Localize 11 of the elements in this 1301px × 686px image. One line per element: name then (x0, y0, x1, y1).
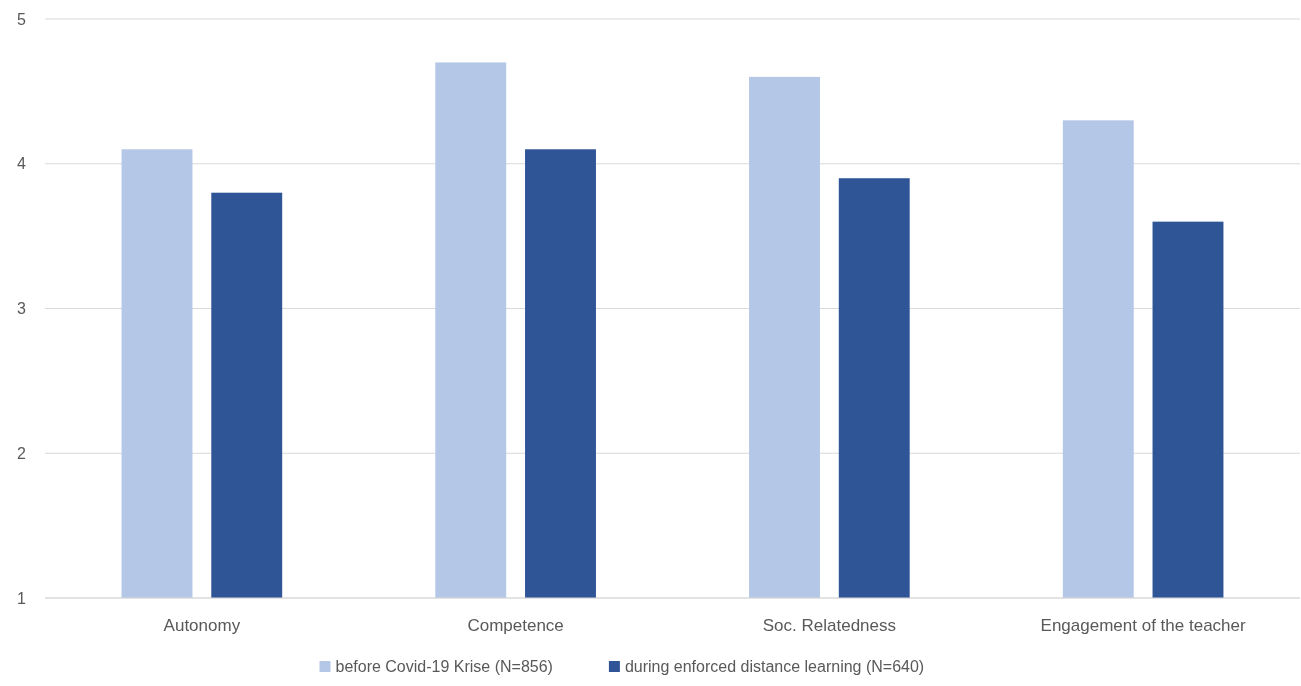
legend-label: during enforced distance learning (N=640) (624, 658, 925, 675)
x-tick-label: Soc. Relatedness (762, 616, 896, 635)
y-tick-label: 5 (17, 10, 27, 28)
x-tick-label: Competence (467, 616, 564, 635)
y-tick-label: 2 (17, 444, 27, 462)
y-tick-label: 3 (17, 300, 27, 318)
y-tick-label: 1 (17, 589, 27, 607)
y-tick-label: 4 (17, 155, 27, 173)
legend-label: before Covid-19 Krise (N=856) (335, 658, 553, 675)
x-tick-label: Engagement of the teacher (1040, 616, 1246, 635)
x-tick-label: Autonomy (163, 616, 241, 635)
